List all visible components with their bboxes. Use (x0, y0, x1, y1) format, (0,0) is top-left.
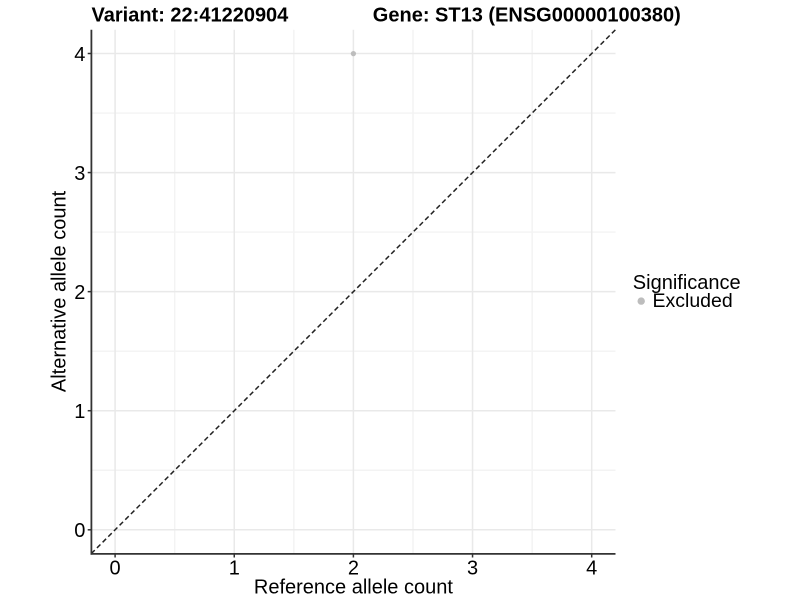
svg-text:3: 3 (74, 163, 85, 185)
svg-text:0: 0 (74, 520, 85, 542)
svg-text:2: 2 (74, 282, 85, 304)
svg-text:Alternative allele count: Alternative allele count (49, 190, 71, 392)
svg-text:Gene: ST13 (ENSG00000100380): Gene: ST13 (ENSG00000100380) (373, 4, 681, 26)
svg-text:3: 3 (467, 558, 478, 580)
svg-text:4: 4 (74, 44, 85, 66)
svg-text:Significance: Significance (633, 272, 741, 294)
svg-text:2: 2 (348, 558, 359, 580)
svg-text:Reference allele count: Reference allele count (254, 577, 453, 599)
svg-text:0: 0 (110, 558, 121, 580)
svg-text:1: 1 (229, 558, 240, 580)
svg-text:Excluded: Excluded (653, 290, 733, 312)
svg-text:4: 4 (586, 558, 597, 580)
svg-text:Variant: 22:41220904: Variant: 22:41220904 (92, 4, 290, 26)
svg-text:1: 1 (74, 401, 85, 423)
